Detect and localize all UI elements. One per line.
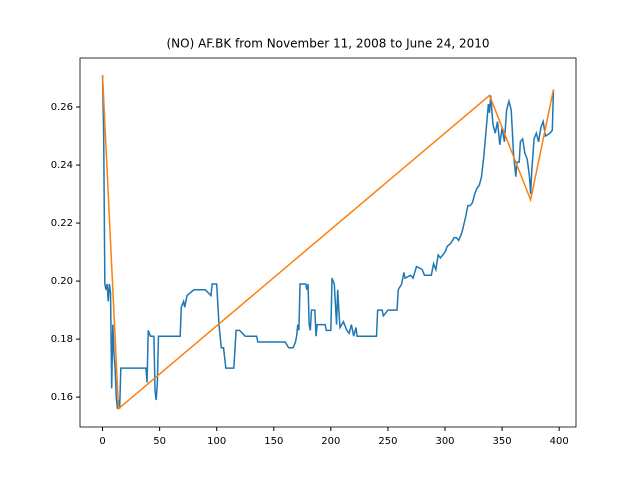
x-tick-label: 150 — [264, 436, 283, 447]
line-series — [101, 75, 555, 411]
x-tick-label: 250 — [378, 436, 397, 447]
x-tick-label: 50 — [153, 436, 166, 447]
y-tick-label: 0.24 — [51, 160, 73, 171]
y-tick-label: 0.22 — [51, 218, 73, 229]
x-tick-label: 100 — [207, 436, 226, 447]
line-series — [101, 75, 555, 409]
y-tick-label: 0.20 — [51, 276, 73, 287]
chart-title: (NO) AF.BK from November 11, 2008 to Jun… — [167, 37, 490, 51]
x-tick-label: 350 — [493, 436, 512, 447]
y-tick-label: 0.16 — [51, 392, 73, 403]
x-tick-label: 0 — [99, 436, 105, 447]
y-tick-label: 0.18 — [51, 334, 73, 345]
x-tick-label: 400 — [550, 436, 569, 447]
x-tick-label: 200 — [321, 436, 340, 447]
x-tick-label: 300 — [435, 436, 454, 447]
plot-frame — [79, 57, 577, 428]
y-tick-label: 0.26 — [51, 102, 73, 113]
